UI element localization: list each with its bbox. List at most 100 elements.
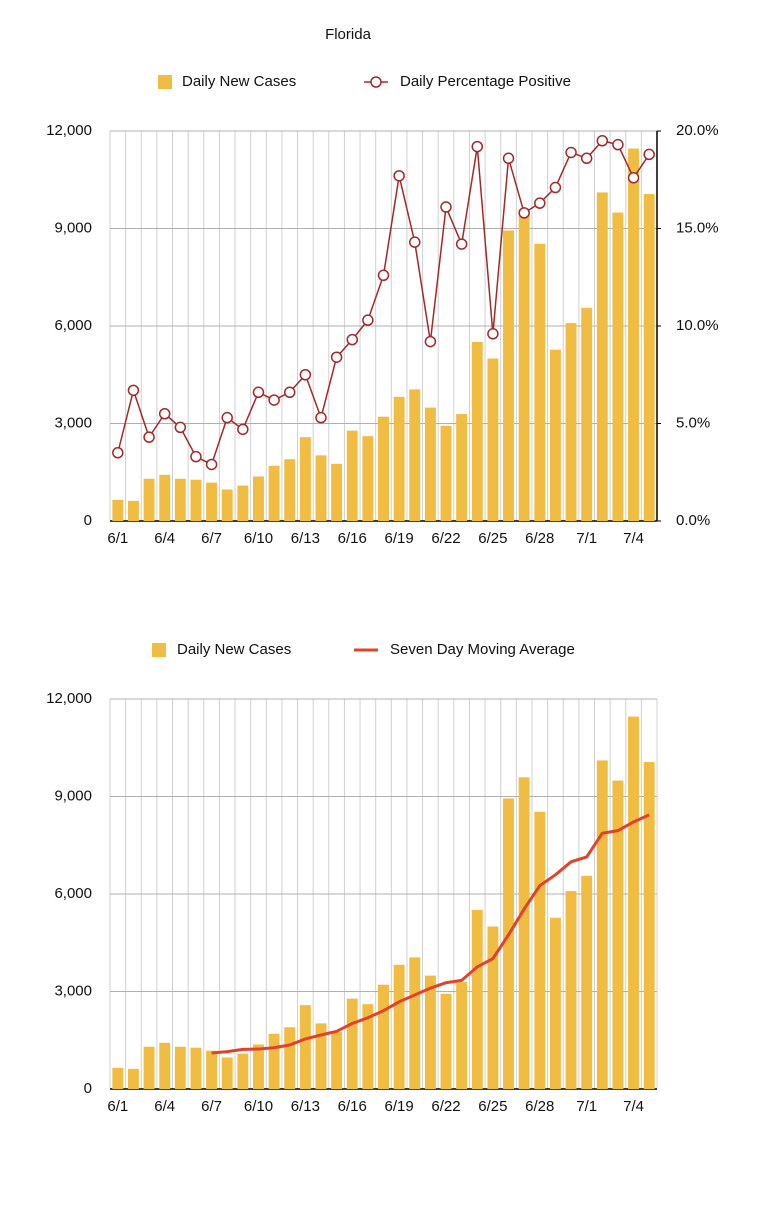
marker xyxy=(471,140,484,153)
bar xyxy=(581,307,593,521)
x-tick-label: 6/19 xyxy=(385,530,414,547)
marker xyxy=(393,170,405,182)
bar xyxy=(549,917,561,1089)
x-tick-label: 6/13 xyxy=(291,1098,320,1115)
x-tick-label: 7/4 xyxy=(623,1098,644,1115)
marker xyxy=(268,394,280,406)
y-tick-label: 9,000 xyxy=(54,219,92,236)
bar xyxy=(628,148,640,522)
marker xyxy=(237,423,249,436)
y-tick-label: 0 xyxy=(84,512,92,529)
marker xyxy=(455,238,468,250)
legend-marker xyxy=(370,76,382,88)
bar xyxy=(424,407,436,521)
x-tick-label: 7/4 xyxy=(623,530,644,547)
x-tick-label: 6/4 xyxy=(154,1098,175,1115)
legend-label: Daily Percentage Positive xyxy=(400,73,571,90)
x-tick-label: 6/22 xyxy=(431,530,460,547)
x-tick-label: 6/25 xyxy=(478,530,507,547)
bar xyxy=(112,1067,124,1089)
x-tick-label: 7/1 xyxy=(576,530,597,547)
marker xyxy=(190,450,202,463)
x-tick-label: 6/1 xyxy=(107,530,128,547)
bar xyxy=(237,1053,249,1089)
legend-label: Seven Day Moving Average xyxy=(390,641,575,658)
bar xyxy=(284,459,296,521)
bar xyxy=(612,212,624,521)
y-tick-label: 3,000 xyxy=(54,982,92,999)
bar xyxy=(362,1004,374,1089)
x-tick-label: 6/28 xyxy=(525,530,554,547)
x-tick-label: 6/1 xyxy=(107,1098,128,1115)
bar xyxy=(299,437,311,521)
marker xyxy=(518,207,530,219)
bar xyxy=(127,500,139,521)
marker xyxy=(143,431,155,443)
legend-swatch xyxy=(152,643,166,657)
x-tick-label: 6/7 xyxy=(201,1098,222,1115)
marker xyxy=(377,269,390,282)
bar xyxy=(471,909,483,1089)
bar xyxy=(456,414,468,521)
bar xyxy=(471,341,483,521)
marker xyxy=(315,411,327,424)
bar xyxy=(221,1057,233,1089)
bar xyxy=(596,192,608,522)
marker xyxy=(565,146,577,159)
y2-tick-label: 20.0% xyxy=(676,122,719,139)
bar xyxy=(362,436,374,521)
bar xyxy=(565,891,577,1089)
bar xyxy=(190,1047,202,1089)
marker xyxy=(127,384,140,397)
marker xyxy=(158,408,171,420)
marker xyxy=(534,197,546,209)
marker xyxy=(112,447,124,459)
y-tick-label: 12,000 xyxy=(46,122,92,139)
marker xyxy=(502,152,515,165)
bar xyxy=(159,1042,171,1089)
bar xyxy=(268,1033,280,1089)
bar xyxy=(206,1050,218,1089)
bar xyxy=(315,455,327,521)
y-tick-label: 12,000 xyxy=(46,690,92,707)
bar xyxy=(237,485,249,521)
marker xyxy=(424,335,437,348)
x-tick-label: 6/10 xyxy=(244,530,273,547)
bar xyxy=(174,1046,186,1089)
marker xyxy=(346,333,358,346)
bar xyxy=(440,993,452,1089)
bar xyxy=(159,474,171,521)
bar xyxy=(331,1031,343,1089)
x-tick-label: 6/28 xyxy=(525,1098,554,1115)
bar xyxy=(643,194,655,522)
bar xyxy=(299,1005,311,1089)
bar xyxy=(549,349,561,521)
x-tick-label: 6/19 xyxy=(385,1098,414,1115)
x-tick-label: 6/16 xyxy=(338,1098,367,1115)
bar xyxy=(643,762,655,1089)
bar xyxy=(487,926,499,1089)
y-tick-label: 6,000 xyxy=(54,885,92,902)
bar xyxy=(409,389,421,521)
bar xyxy=(268,465,280,521)
bar xyxy=(518,777,530,1089)
legend-label: Daily New Cases xyxy=(182,73,296,90)
y-tick-label: 3,000 xyxy=(54,414,92,431)
bar xyxy=(378,984,389,1089)
marker xyxy=(612,138,624,151)
marker xyxy=(221,411,233,424)
bar xyxy=(565,323,577,521)
bar xyxy=(315,1023,327,1089)
y-tick-label: 6,000 xyxy=(54,317,92,334)
bar xyxy=(143,478,155,521)
bar xyxy=(393,396,405,521)
bar xyxy=(503,798,514,1089)
y-tick-label: 0 xyxy=(84,1080,92,1097)
bar xyxy=(253,1044,264,1089)
marker xyxy=(487,328,499,340)
bar xyxy=(503,230,514,521)
x-tick-label: 6/13 xyxy=(291,530,320,547)
legend-label: Daily New Cases xyxy=(177,641,291,658)
marker xyxy=(549,181,562,194)
